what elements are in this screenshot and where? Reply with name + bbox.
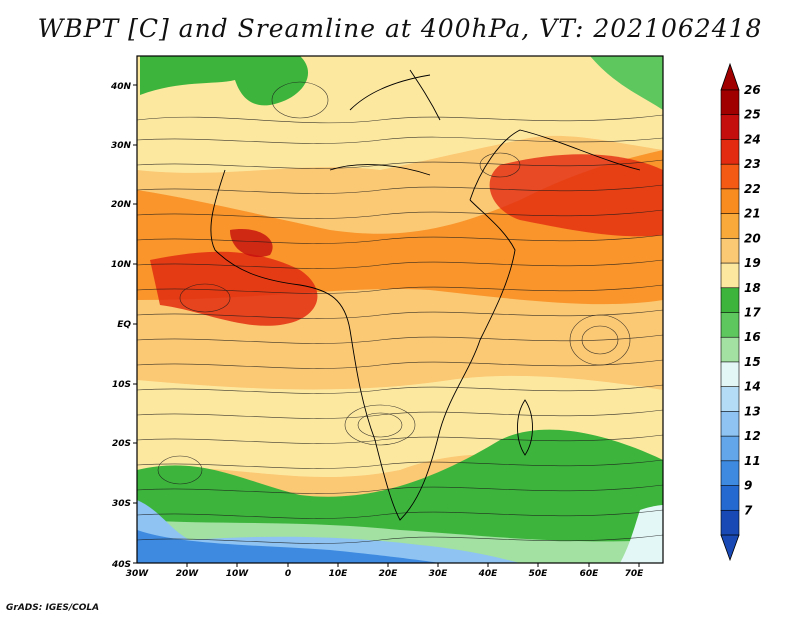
colorbar-swatch (720, 163, 740, 190)
colorbar-label: 22 (744, 182, 761, 196)
colorbar-label: 15 (744, 355, 761, 369)
colorbar-label: 20 (744, 231, 761, 245)
colorbar-label: 17 (744, 306, 761, 320)
colorbar-label: 12 (744, 429, 761, 443)
colorbar-label: 21 (744, 207, 761, 221)
lon-axis: 30W 20W 10W 0 10E 20E 30E 40E 50E 60E 70… (126, 563, 644, 579)
lat-label: 40N (110, 82, 132, 92)
lat-label: EQ (117, 320, 131, 330)
lon-label: 30W (126, 569, 150, 579)
lat-label: 40S (111, 560, 131, 570)
lon-label: 20E (379, 569, 399, 579)
lat-label: 10S (112, 380, 131, 390)
colorbar-label: 24 (744, 132, 761, 146)
lon-label: 70E (625, 569, 645, 579)
lon-label: 40E (478, 569, 499, 579)
colorbar-label: 25 (744, 108, 761, 122)
colorbar-label: 19 (744, 256, 761, 270)
colorbar-label: 16 (744, 330, 761, 344)
colorbar: 26 25 24 23 22 21 20 19 18 17 16 15 14 13 12 11 9 7 (720, 62, 761, 562)
lat-label: 10N (111, 260, 132, 270)
colorbar-label: 11 (744, 454, 761, 468)
colorbar-label: 14 (744, 380, 761, 394)
colorbar-swatch (720, 386, 740, 412)
colorbar-swatch (720, 188, 740, 215)
colorbar-label: 9 (744, 479, 752, 493)
lon-label: 30E (429, 569, 449, 579)
colorbar-bottom-arrow (720, 534, 740, 562)
lon-label: 10E (329, 569, 349, 579)
colorbar-swatch (720, 361, 740, 388)
lon-label: 60E (580, 569, 600, 579)
colorbar-swatch (720, 287, 740, 314)
lon-label: 10W (226, 569, 250, 579)
colorbar-swatch (720, 411, 740, 437)
colorbar-swatch (720, 89, 740, 116)
plot-border (136, 55, 664, 564)
wbpt-field (137, 56, 663, 563)
lon-label: 50E (529, 569, 549, 579)
lat-axis: 40N 30N 20N 10N EQ 10S 20S 30S 40S (110, 82, 137, 570)
lat-label: 20S (112, 439, 131, 449)
lat-label: 30N (111, 141, 132, 151)
colorbar-swatch (720, 485, 740, 511)
colorbar-swatch (720, 435, 740, 462)
colorbar-top-arrow (720, 62, 740, 91)
colorbar-swatch (720, 262, 740, 289)
colorbar-label: 13 (744, 404, 761, 418)
colorbar-swatch (720, 509, 740, 536)
grads-credit: GrADS: IGES/COLA (6, 603, 100, 613)
colorbar-label: 18 (744, 281, 761, 295)
lat-label: 30S (112, 499, 131, 509)
colorbar-swatch (720, 238, 740, 264)
colorbar-label: 23 (744, 157, 761, 171)
colorbar-label: 7 (744, 503, 753, 517)
lon-label: 0 (285, 569, 291, 579)
map-title: WBPT [C] and Sreamline at 400hPa, VT: 20… (37, 14, 763, 43)
colorbar-swatch (720, 213, 740, 239)
lon-label: 20W (176, 569, 200, 579)
colorbar-swatch (720, 114, 740, 141)
colorbar-swatch (720, 312, 740, 338)
colorbar-label: 26 (744, 83, 761, 97)
lat-label: 20N (111, 200, 132, 210)
colorbar-swatch (720, 336, 740, 363)
colorbar-swatch (720, 139, 740, 165)
colorbar-swatch (720, 460, 740, 487)
